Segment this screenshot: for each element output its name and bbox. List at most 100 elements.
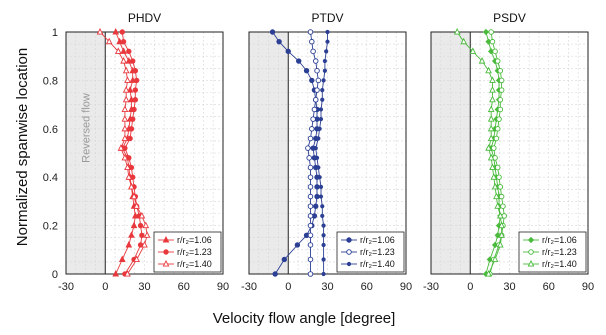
data-point — [310, 116, 316, 122]
data-point — [320, 87, 325, 93]
legend-label: r/r₂=1.06 — [360, 235, 395, 245]
x-tick-label: 90 — [582, 281, 594, 293]
x-tick-label: 0 — [467, 281, 473, 293]
legend-label: r/r₂=1.23 — [177, 247, 212, 257]
panel-psdv: PSDV -30 0 30 60 90 r/r₂=1.06 r/r₂=1.23 r/r₂=1.4… — [423, 11, 594, 293]
x-tick-label: 90 — [400, 281, 412, 293]
data-point — [120, 47, 127, 54]
data-point — [281, 256, 288, 263]
data-point — [469, 47, 477, 54]
data-point — [491, 255, 499, 263]
data-point — [118, 255, 126, 263]
data-point — [317, 126, 322, 131]
data-point — [124, 163, 131, 171]
y-tick-label: 0.6 — [43, 124, 58, 136]
data-point — [453, 28, 461, 35]
series-3 — [96, 28, 151, 277]
x-tick-label: 30 — [321, 281, 333, 293]
legend: r/r₂=1.06 r/r₂=1.23 r/r₂=1.40 — [518, 231, 587, 273]
data-point — [276, 38, 282, 45]
data-point — [318, 107, 324, 112]
data-point — [321, 233, 326, 238]
y-tick-label: 1 — [52, 27, 58, 39]
data-point — [96, 28, 104, 35]
data-point — [310, 48, 316, 55]
legend-marker — [162, 260, 170, 267]
data-point — [497, 184, 504, 190]
legend-label: r/r₂=1.40 — [542, 259, 577, 269]
data-point — [487, 124, 495, 132]
data-point — [307, 256, 314, 263]
y-tick-label: 0 — [52, 269, 58, 281]
data-point — [489, 95, 496, 103]
data-point — [119, 29, 125, 35]
panel-title: PSDV — [493, 11, 526, 25]
data-point — [497, 211, 504, 219]
data-point — [311, 106, 318, 113]
data-point — [487, 134, 495, 142]
data-point — [130, 221, 138, 229]
legend-marker — [162, 236, 170, 243]
data-point — [494, 202, 502, 209]
data-point — [489, 163, 496, 171]
data-point — [497, 106, 504, 113]
panel-ptdv: PTDV -30 0 30 60 90 r/r₂=1.06 r/r₂=1.23 r/r₂=1.4… — [241, 11, 412, 293]
legend-label: r/r₂=1.40 — [360, 259, 395, 269]
data-point — [498, 77, 505, 84]
panel-title: PHDV — [128, 11, 161, 25]
data-point — [137, 222, 144, 229]
data-point — [307, 213, 314, 219]
data-point — [314, 193, 320, 200]
data-point — [491, 145, 497, 151]
data-point — [139, 232, 145, 238]
y-tick-label: 0.4 — [43, 172, 58, 184]
data-point — [492, 48, 498, 55]
data-point — [460, 37, 468, 45]
data-point — [489, 76, 496, 83]
data-point — [114, 47, 122, 54]
data-point — [485, 270, 492, 277]
data-point — [130, 58, 136, 64]
data-point — [314, 87, 320, 93]
data-point — [307, 174, 314, 180]
x-tick-label: 90 — [217, 281, 229, 293]
data-point — [320, 204, 325, 209]
data-point — [141, 240, 148, 248]
data-point — [307, 164, 314, 171]
data-point — [307, 29, 314, 35]
data-point — [125, 240, 133, 248]
x-tick-label: 60 — [543, 281, 555, 293]
data-point — [313, 203, 319, 209]
data-point — [121, 105, 129, 112]
plot-frame — [65, 31, 224, 275]
legend-marker — [346, 237, 352, 243]
data-point — [496, 116, 502, 122]
legend-marker — [528, 249, 534, 255]
data-point — [128, 182, 135, 190]
data-point — [307, 135, 314, 142]
data-point — [303, 68, 310, 74]
legend-label: r/r₂=1.23 — [542, 247, 577, 257]
data-point — [105, 37, 113, 45]
data-point — [305, 145, 311, 151]
data-point — [307, 242, 314, 248]
data-point — [487, 105, 495, 112]
data-point — [485, 66, 492, 74]
legend-label: r/r₂=1.23 — [360, 247, 395, 257]
legend-label: r/r₂=1.06 — [542, 235, 577, 245]
legend-marker — [163, 249, 169, 255]
data-point — [318, 194, 324, 199]
y-axis-label: Normalized spanwise location — [14, 48, 31, 246]
data-point — [125, 173, 133, 180]
plot-frame — [430, 31, 589, 275]
data-point — [314, 184, 320, 190]
data-point — [494, 58, 501, 64]
data-point — [321, 257, 326, 262]
data-point — [132, 97, 139, 103]
data-point — [498, 221, 505, 229]
data-point — [322, 68, 327, 73]
data-point — [321, 242, 326, 248]
data-point — [121, 153, 129, 161]
